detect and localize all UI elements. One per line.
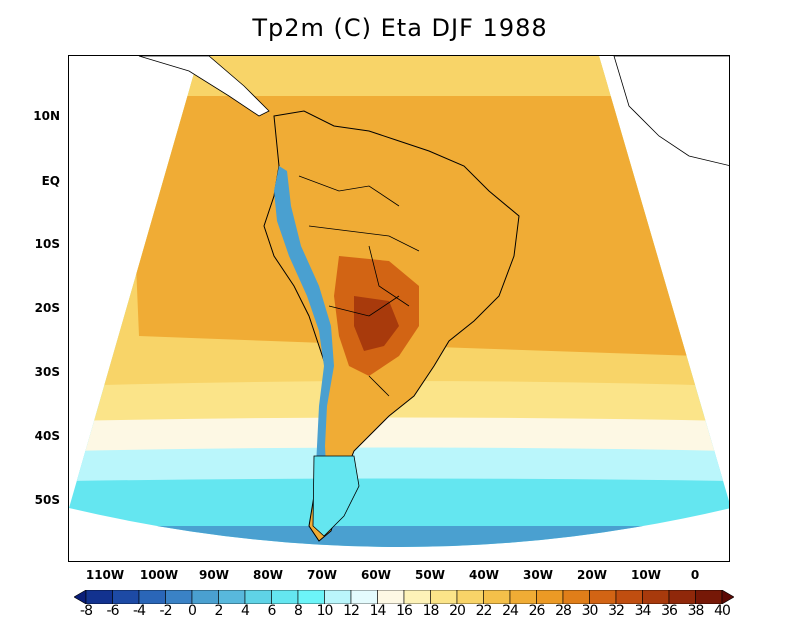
colorbar-swatch [244,590,272,604]
colorbar-swatch [589,590,617,604]
lat-label-50s: 50S [34,493,60,507]
lat-label-10n: 10N [33,109,60,123]
colorbar-tick-label: 4 [241,603,250,619]
colorbar-swatch [403,590,431,604]
colorbar-swatch [695,590,723,604]
colorbar-swatch [138,590,166,604]
colorbar-swatch [430,590,458,604]
colorbar-swatch [536,590,564,604]
colorbar [74,590,734,604]
colorbar-swatch [112,590,140,604]
lon-label-110w: 110W [85,568,125,582]
colorbar-tick-label: 6 [267,603,277,619]
map-panel [68,55,730,562]
temperature-field [69,56,729,547]
colorbar-tick-label: 18 [422,603,440,619]
lon-label-100w: 100W [139,568,179,582]
colorbar-swatch [324,590,352,604]
colorbar-swatch [721,590,734,604]
colorbar-swatch [165,590,193,604]
lon-label-90w: 90W [199,568,229,582]
colorbar-tick-label: 12 [343,603,360,619]
colorbar-tick-label: 24 [502,603,519,619]
colorbar-swatch [350,590,378,604]
lat-label-40s: 40S [34,429,60,443]
lon-label-10w: 10W [631,568,661,582]
patagonia-cyan [312,455,360,537]
colorbar-tick-label: 22 [475,603,493,619]
central-america-outline [138,56,270,117]
lon-label-80w: 80W [253,568,283,582]
colorbar-swatch [377,590,405,604]
colorbar-tick-label: 26 [528,603,546,619]
colorbar-tick-label: -4 [133,603,146,619]
band-north-yellow [189,56,609,94]
colorbar-swatch [483,590,511,604]
hot-center [354,296,399,351]
colorbar-tick-label: 16 [396,603,413,619]
colorbar-tick-label: 32 [608,603,625,619]
lat-label-20s: 20S [34,301,60,315]
colorbar-swatch [191,590,219,604]
lon-label-70w: 70W [307,568,337,582]
colorbar-swatch [218,590,246,604]
colorbar-swatch [74,590,87,604]
colorbar-swatch [642,590,670,604]
domain-blue-south [69,526,729,547]
lat-label-10s: 10S [34,237,60,251]
colorbar-swatch [271,590,299,604]
colorbar-tick-label: 28 [555,603,572,619]
colorbar-swatch [297,590,325,604]
colorbar-tick-label: 2 [214,603,224,619]
lon-label-50w: 50W [415,568,445,582]
lon-label-40w: 40W [469,568,499,582]
country-borders [298,175,420,397]
colorbar-tick-label: 10 [316,603,334,619]
lon-label-20w: 20W [577,568,607,582]
colorbar-tick-label: 36 [661,603,678,619]
colorbar-swatch [456,590,484,604]
colorbar-swatch [668,590,696,604]
colorbar-swatch [509,590,537,604]
colorbar-tick-label: -8 [80,603,93,619]
andes-cold-strip [274,166,334,526]
colorbar-tick-label: -6 [106,603,120,619]
colorbar-tick-label: 38 [687,603,705,619]
colorbar-tick-label: 0 [188,603,197,619]
band-light-cyan [69,441,729,481]
lat-label-eq: EQ [41,174,60,188]
colorbar-tick-label: 20 [449,603,466,619]
africa-outline [613,56,729,166]
colorbar-swatch [562,590,590,604]
colorbar-tick-label: 14 [369,603,387,619]
colorbar-tick-label: 40 [714,603,731,619]
colorbar-swatch [615,590,643,604]
colorbar-tick-label: 30 [581,603,599,619]
lon-label-0: 0 [690,568,700,582]
colorbar-swatch [85,590,113,604]
lon-label-30w: 30W [523,568,553,582]
colorbar-tick-label: -2 [159,603,173,619]
band-pale [69,413,729,451]
colorbar-tick-label: 8 [294,603,303,619]
colorbar-tick-label: 34 [634,603,652,619]
lat-label-30s: 30S [34,365,60,379]
map-title: Tp2m (C) Eta DJF 1988 [252,14,548,42]
lon-label-60w: 60W [361,568,391,582]
